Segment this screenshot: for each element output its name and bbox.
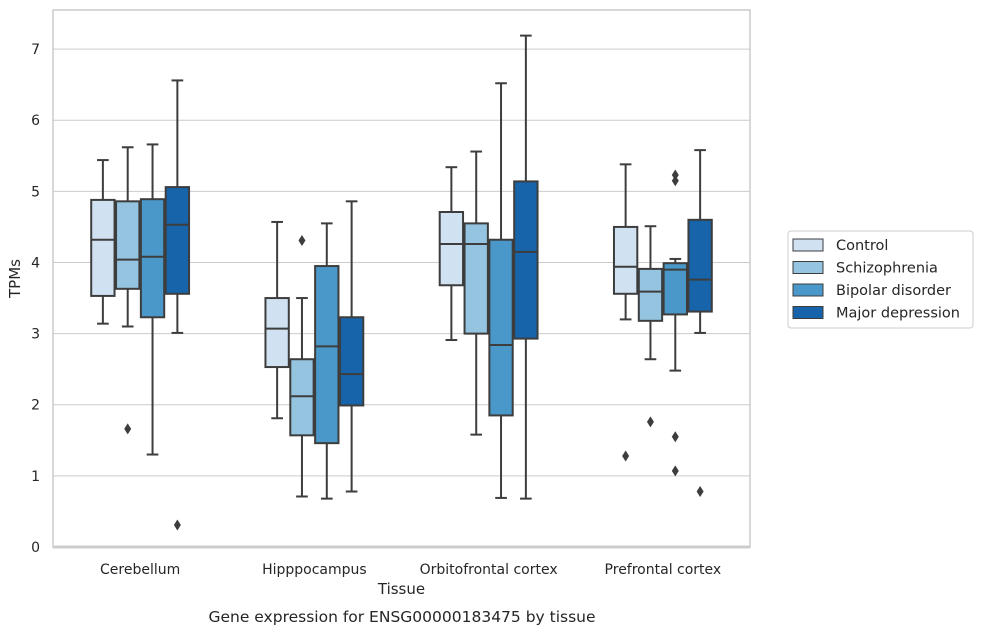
box-rect — [438, 210, 465, 287]
box-rect — [662, 262, 688, 316]
box-series — [90, 34, 713, 531]
box-3-3 — [687, 149, 713, 498]
box-2-3 — [513, 34, 539, 500]
legend-swatch — [792, 283, 824, 297]
box-3-2 — [662, 169, 688, 477]
legend-label: Major depression — [836, 306, 960, 322]
box-rect — [164, 186, 191, 295]
chart-caption: Gene expression for ENSG00000183475 by t… — [208, 608, 595, 626]
y-tick-label: 3 — [31, 327, 40, 343]
box-0-0 — [90, 159, 116, 325]
y-axis-label: TPMs — [6, 259, 24, 299]
outlier-point — [671, 431, 679, 443]
box-2-1 — [463, 150, 489, 436]
box-rect — [289, 358, 315, 437]
box-rect — [513, 180, 539, 340]
box-2-0 — [438, 166, 465, 342]
legend-frame — [787, 230, 974, 329]
box-0-2 — [139, 143, 166, 456]
legend-swatch — [792, 261, 824, 274]
outlier-point — [124, 423, 132, 435]
legend: Control Schizophrenia Bipolar disorder Majo… — [787, 230, 974, 329]
outlier-point — [696, 486, 704, 498]
box-rect — [488, 238, 514, 417]
legend-label: Bipolar disorder — [836, 283, 951, 299]
y-tick-label: 2 — [31, 398, 40, 414]
box-rect — [90, 198, 116, 297]
legend-label: Schizophrenia — [836, 261, 938, 277]
box-2-2 — [488, 82, 514, 499]
y-tick-label: 7 — [31, 42, 40, 58]
box-rect — [463, 222, 489, 335]
x-tick-label: Orbitofrontal cortex — [420, 562, 558, 578]
outlier-point — [622, 450, 630, 462]
box-rect — [612, 225, 639, 295]
legend-swatch — [792, 238, 824, 252]
outlier-point — [298, 234, 306, 246]
outlier-point — [646, 416, 654, 428]
box-1-2 — [314, 222, 340, 500]
box-rect — [338, 316, 365, 407]
outlier-point — [671, 465, 679, 477]
box-1-0 — [264, 220, 290, 420]
box-rect — [637, 267, 664, 322]
box-rect — [687, 218, 713, 313]
y-tick-label: 1 — [31, 469, 40, 485]
outlier-point — [173, 519, 181, 531]
x-tick-label: Prefrontal cortex — [605, 562, 722, 578]
legend-label: Control — [836, 238, 888, 254]
x-axis-label: Tissue — [377, 580, 425, 598]
y-tick-label: 6 — [31, 113, 40, 129]
y-tick-label: 0 — [31, 540, 40, 556]
box-3-1 — [637, 225, 664, 428]
y-tick-labels: 0 1 2 3 4 5 6 7 — [31, 42, 40, 556]
x-tick-labels: Cerebellum Hipppocampus Orbitofrontal cort… — [100, 562, 721, 578]
box-3-0 — [612, 163, 639, 462]
box-rect — [115, 200, 141, 290]
x-tick-label: Cerebellum — [100, 562, 180, 578]
box-1-3 — [338, 200, 365, 493]
box-1-1 — [289, 234, 315, 498]
box-0-1 — [115, 146, 141, 435]
y-tick-label: 4 — [31, 255, 40, 271]
y-tick-label: 5 — [31, 184, 40, 200]
box-rect — [139, 198, 166, 319]
outlier-point — [671, 175, 679, 187]
legend-swatch — [792, 306, 824, 319]
box-rect — [314, 265, 340, 445]
outlier-point — [671, 169, 679, 181]
x-tick-label: Hipppocampus — [262, 562, 367, 578]
box-rect — [264, 297, 290, 369]
box-0-3 — [164, 79, 191, 531]
